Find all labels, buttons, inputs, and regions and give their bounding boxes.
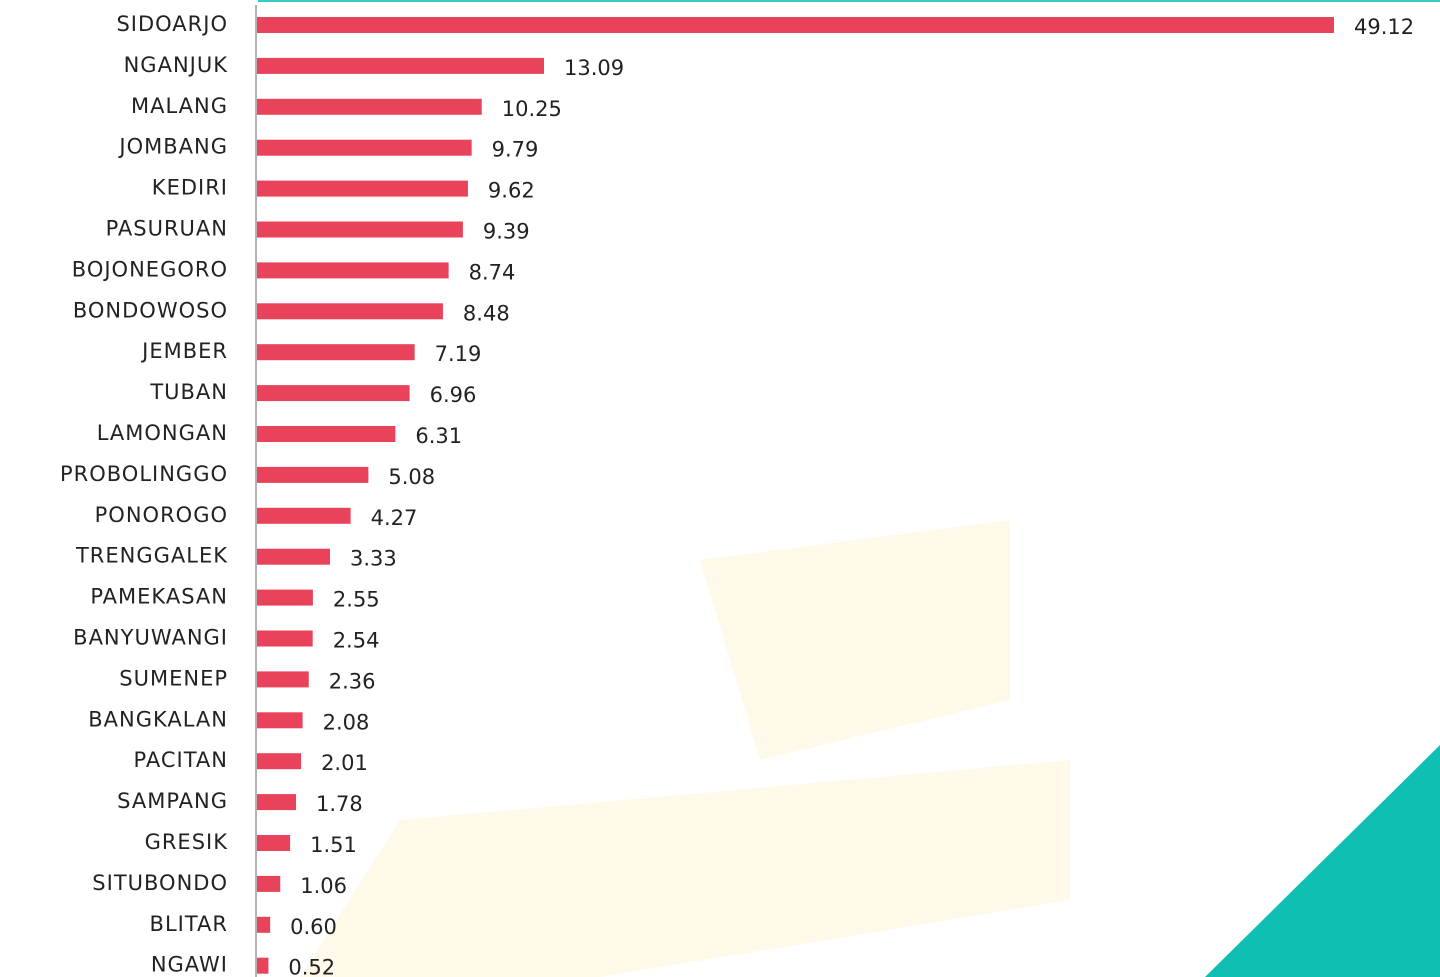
y-tick-label: LAMONGAN [97, 421, 228, 445]
value-label: 9.79 [492, 138, 539, 162]
y-tick-label: PASURUAN [106, 217, 228, 241]
y-tick-label: SITUBONDO [92, 871, 228, 895]
value-label: 13.09 [564, 56, 624, 80]
value-label: 1.51 [310, 833, 357, 857]
bar [257, 875, 281, 892]
bar [257, 180, 468, 197]
bar [257, 712, 303, 729]
value-label: 10.25 [502, 97, 562, 121]
y-tick-label: PONOROGO [95, 503, 228, 527]
value-label: 6.96 [430, 383, 477, 407]
y-tick-label: BONDOWOSO [73, 298, 228, 322]
bar [257, 344, 415, 361]
y-tick-label: BOJONEGORO [72, 257, 228, 281]
bar [257, 507, 351, 524]
y-tick-label: BANYUWANGI [73, 626, 228, 650]
decor-shape [300, 760, 1070, 977]
y-tick-label: JOMBANG [117, 135, 228, 159]
value-label: 2.36 [329, 669, 376, 693]
bar [257, 794, 297, 811]
bar [257, 57, 545, 74]
bar [257, 753, 302, 770]
value-label: 49.12 [1354, 15, 1414, 39]
value-label: 5.08 [388, 465, 435, 489]
y-tick-label: BANGKALAN [88, 707, 228, 731]
bar [257, 671, 309, 688]
value-label: 2.54 [333, 629, 380, 653]
y-tick-label: NGAWI [151, 953, 228, 977]
bar [257, 98, 482, 115]
y-tick-label: BLITAR [150, 912, 228, 936]
bar [257, 303, 443, 320]
decor-shape [700, 520, 1010, 760]
y-tick-label: TUBAN [149, 380, 228, 404]
value-label: 4.27 [371, 506, 418, 530]
y-tick-label: PACITAN [134, 748, 228, 772]
y-tick-label: PROBOLINGGO [60, 462, 228, 486]
value-label: 1.06 [300, 874, 347, 898]
y-tick-label: MALANG [131, 94, 228, 118]
bar [257, 957, 269, 974]
y-tick-label: TRENGGALEK [75, 544, 228, 568]
decor-triangle [1205, 745, 1440, 977]
y-tick-label: PAMEKASAN [90, 585, 228, 609]
bar [257, 221, 463, 238]
y-tick-label: NGANJUK [124, 53, 229, 77]
bar [257, 426, 396, 442]
value-label: 2.01 [321, 751, 368, 775]
bar [257, 139, 472, 156]
y-tick-label: SUMENEP [119, 666, 228, 690]
value-label: 8.48 [463, 301, 510, 325]
value-label: 2.55 [333, 588, 380, 612]
y-tick-label: GRESIK [145, 830, 229, 854]
bar [257, 630, 313, 647]
y-tick-label: JEMBER [140, 339, 228, 363]
value-label: 2.08 [323, 710, 370, 734]
y-tick-label: KEDIRI [152, 176, 228, 200]
bar [257, 548, 331, 565]
value-label: 8.74 [469, 260, 516, 284]
y-tick-label: SAMPANG [117, 789, 228, 813]
value-label: 9.39 [483, 220, 530, 244]
value-label: 9.62 [488, 179, 535, 203]
value-label: 3.33 [350, 547, 397, 571]
value-label: 7.19 [435, 342, 482, 366]
value-label: 6.31 [415, 424, 462, 448]
bar [257, 17, 1334, 33]
bar [257, 835, 291, 851]
y-tick-label: SIDOARJO [116, 12, 228, 36]
bar [257, 262, 449, 279]
value-label: 1.78 [316, 792, 363, 816]
bar [257, 385, 410, 402]
value-label: 0.52 [288, 956, 335, 977]
bar [257, 466, 369, 483]
bar [257, 916, 271, 933]
bar [257, 589, 313, 606]
value-label: 0.60 [290, 915, 337, 939]
